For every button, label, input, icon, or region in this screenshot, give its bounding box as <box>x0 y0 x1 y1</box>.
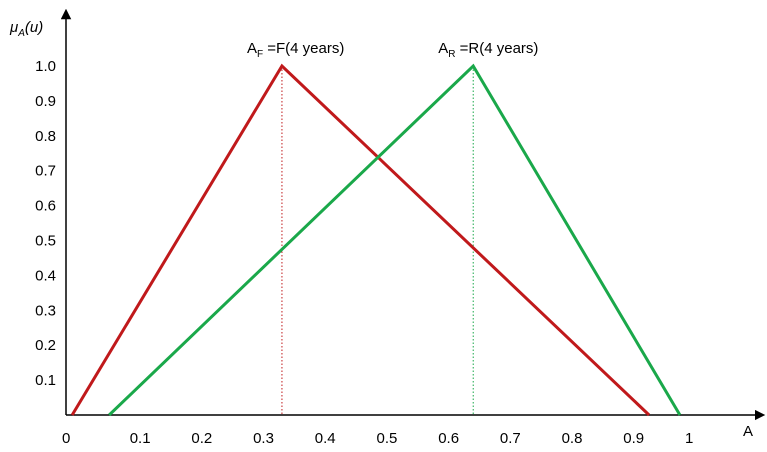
y-tick-label: 1.0 <box>35 58 56 75</box>
peak-label: AF =F(4 years) <box>247 40 344 60</box>
y-tick-label: 0.3 <box>35 302 56 319</box>
x-tick-label: 0.2 <box>191 430 212 447</box>
x-tick-labels: 0 0.1 0.2 0.3 0.4 0.5 0.6 0.7 0.8 0.9 1 <box>62 430 693 447</box>
axes <box>60 8 766 421</box>
membership-line <box>70 63 651 417</box>
x-tick-label: 0.6 <box>438 430 459 447</box>
svg-text:μA(u): μA(u) <box>9 19 43 39</box>
x-tick-label: 0 <box>62 430 70 447</box>
y-tick-labels: 0.1 0.2 0.3 0.4 0.5 0.6 0.7 0.8 0.9 1.0 <box>35 58 56 389</box>
x-tick-label: 0.1 <box>130 430 151 447</box>
series-lines <box>70 63 682 417</box>
y-axis-label-tail: (u) <box>25 19 43 36</box>
peak-labels: AF =F(4 years) AR =R(4 years) <box>247 40 538 60</box>
x-tick-label: 0.7 <box>500 430 521 447</box>
x-tick-label: 1 <box>685 430 693 447</box>
y-tick-label: 0.9 <box>35 93 56 110</box>
y-axis-label-sub: A <box>17 28 25 39</box>
y-tick-label: 0.2 <box>35 337 56 354</box>
membership-line <box>108 63 682 417</box>
y-axis-label: μA(u) <box>9 19 43 39</box>
x-tick-label: 0.8 <box>562 430 583 447</box>
y-tick-label: 0.1 <box>35 372 56 389</box>
x-tick-label: 0.9 <box>623 430 644 447</box>
x-tick-label: 0.3 <box>253 430 274 447</box>
peak-label: AR =R(4 years) <box>438 40 538 60</box>
y-tick-label: 0.5 <box>35 233 56 250</box>
y-tick-label: 0.8 <box>35 128 56 145</box>
x-axis-label: A <box>743 423 753 440</box>
y-tick-label: 0.7 <box>35 163 56 180</box>
peak-guides <box>281 66 474 415</box>
y-axis-label-base: μ <box>9 19 18 36</box>
x-tick-label: 0.5 <box>377 430 398 447</box>
y-tick-label: 0.4 <box>35 267 56 284</box>
x-tick-label: 0.4 <box>315 430 336 447</box>
y-tick-label: 0.6 <box>35 198 56 215</box>
